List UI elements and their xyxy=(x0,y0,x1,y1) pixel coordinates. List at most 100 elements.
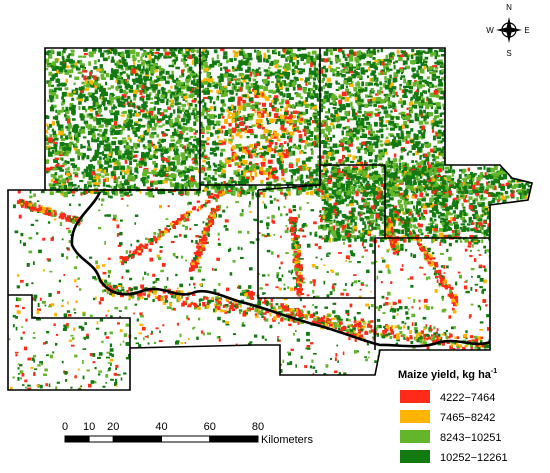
yield-pixel xyxy=(332,233,337,237)
yield-pixel xyxy=(439,112,443,118)
yield-pixel xyxy=(347,154,352,158)
yield-pixel xyxy=(278,65,282,68)
yield-pixel xyxy=(194,91,200,95)
yield-pixel xyxy=(203,147,206,152)
yield-pixel xyxy=(112,49,118,55)
yield-pixel xyxy=(352,165,357,168)
yield-pixel xyxy=(171,192,174,196)
yield-pixel xyxy=(150,132,153,135)
yield-pixel xyxy=(440,112,445,115)
yield-pixel xyxy=(170,161,176,166)
yield-pixel xyxy=(329,102,335,105)
yield-pixel xyxy=(159,144,162,148)
yield-pixel xyxy=(263,86,268,91)
yield-pixel xyxy=(119,71,123,76)
yield-pixel xyxy=(102,157,106,160)
yield-pixel xyxy=(181,93,186,98)
yield-pixel xyxy=(66,126,71,131)
yield-pixel xyxy=(385,120,390,123)
yield-pixel xyxy=(307,88,312,92)
yield-pixel xyxy=(427,161,430,166)
yield-pixel xyxy=(298,53,303,58)
yield-pixel xyxy=(493,228,498,232)
yield-pixel xyxy=(113,115,119,121)
yield-pixel xyxy=(289,131,295,136)
yield-pixel xyxy=(143,161,147,167)
yield-pixel xyxy=(432,71,437,77)
yield-pixel xyxy=(433,89,439,95)
yield-pixel xyxy=(350,178,355,181)
yield-pixel xyxy=(242,160,248,165)
yield-pixel xyxy=(280,135,286,138)
yield-pixel xyxy=(75,66,79,71)
yield-pixel xyxy=(247,152,251,155)
yield-pixel xyxy=(507,228,512,231)
yield-pixel xyxy=(129,184,134,190)
yield-pixel xyxy=(141,53,144,58)
yield-pixel xyxy=(163,138,167,142)
yield-pixel xyxy=(400,150,403,153)
yield-pixel xyxy=(104,106,108,111)
yield-pixel xyxy=(229,191,234,195)
yield-pixel xyxy=(469,234,473,239)
yield-pixel xyxy=(227,157,233,161)
yield-pixel xyxy=(332,99,336,105)
yield-pixel xyxy=(58,109,63,113)
yield-pixel xyxy=(271,90,277,94)
yield-pixel xyxy=(423,60,428,64)
yield-pixel xyxy=(351,108,356,114)
yield-pixel xyxy=(233,112,239,118)
yield-pixel xyxy=(141,158,144,163)
yield-pixel xyxy=(227,81,230,87)
yield-pixel xyxy=(425,157,429,160)
yield-pixel xyxy=(329,146,333,151)
yield-pixel xyxy=(93,98,99,103)
yield-pixel xyxy=(68,143,72,148)
yield-pixel xyxy=(281,98,285,103)
yield-pixel xyxy=(438,165,444,170)
yield-pixel xyxy=(424,143,430,149)
yield-pixel xyxy=(386,70,390,73)
yield-pixel xyxy=(142,101,147,107)
yield-pixel xyxy=(186,143,191,148)
yield-pixel xyxy=(183,56,186,61)
yield-pixel xyxy=(111,56,114,62)
yield-pixel xyxy=(507,210,512,214)
yield-pixel xyxy=(102,191,108,196)
yield-pixel xyxy=(417,84,423,89)
yield-pixel xyxy=(247,66,251,72)
yield-pixel xyxy=(190,177,194,182)
yield-pixel xyxy=(220,67,223,71)
yield-pixel xyxy=(529,235,532,240)
yield-pixel xyxy=(145,68,148,72)
yield-pixel xyxy=(122,153,125,159)
yield-pixel xyxy=(261,126,265,130)
yield-pixel xyxy=(414,97,420,102)
yield-pixel xyxy=(336,71,340,76)
yield-pixel xyxy=(384,140,389,144)
yield-pixel xyxy=(92,125,97,129)
yield-pixel xyxy=(171,70,174,76)
yield-pixel xyxy=(424,51,430,54)
yield-pixel xyxy=(431,52,437,56)
yield-pixel xyxy=(332,69,335,74)
yield-pixel xyxy=(373,82,379,86)
yield-pixel xyxy=(302,163,307,168)
yield-pixel xyxy=(490,224,494,228)
yield-pixel xyxy=(134,122,138,126)
yield-pixel xyxy=(315,138,318,142)
yield-pixel xyxy=(424,190,427,193)
yield-pixel xyxy=(149,52,154,56)
yield-pixel xyxy=(73,147,77,151)
yield-pixel xyxy=(201,127,205,133)
yield-pixel xyxy=(464,177,468,183)
yield-pixel xyxy=(487,192,493,198)
yield-pixel xyxy=(422,79,427,83)
yield-pixel xyxy=(348,142,353,147)
yield-pixel xyxy=(463,187,468,191)
yield-pixel xyxy=(442,191,447,194)
yield-pixel xyxy=(124,120,129,124)
yield-pixel xyxy=(99,64,103,69)
yield-pixel xyxy=(456,186,460,191)
